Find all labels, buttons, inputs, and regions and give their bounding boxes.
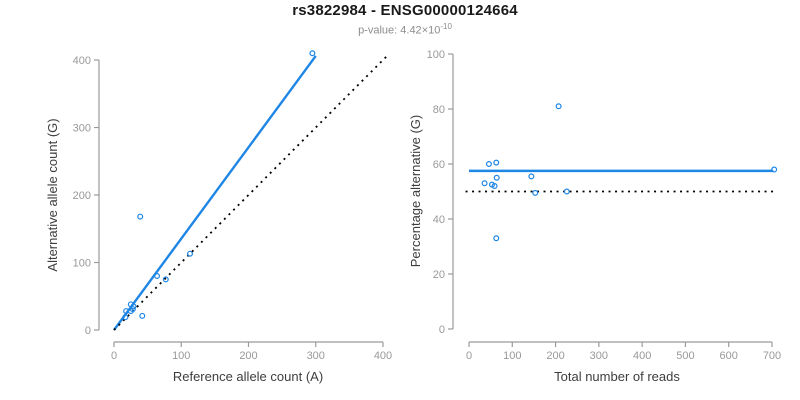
data-point [493,159,500,166]
data-point [563,188,570,195]
x-tick-label: 100 [503,350,521,362]
data-point [771,166,778,173]
percentage-alternative-plot: 0 100 200 300 400 500 600 700 0 20 40 60 80 100 Total … [408,49,781,384]
y-tick-label: 0 [439,324,445,336]
y-tick-label: 40 [433,214,445,226]
x-tick-label: 700 [763,350,781,362]
x-tick-label: 500 [676,350,694,362]
data-point [130,303,137,310]
x-tick-label: 100 [172,350,190,362]
data-point [309,50,316,57]
x-tick-label: 0 [466,350,472,362]
y-tick-label: 400 [73,55,91,67]
x-tick-label: 400 [633,350,651,362]
y-tick-label: 100 [427,49,445,61]
y-tick-label: 60 [433,159,445,171]
identity-line [113,55,388,331]
y-axis-label: Alternative allele count (G) [45,118,60,271]
x-axis-label: Total number of reads [554,369,680,384]
x-tick-label: 0 [111,350,117,362]
y-axis-label: Percentage alternative (G) [408,115,423,267]
x-tick-label: 300 [590,350,608,362]
data-point [528,173,535,180]
x-tick-label: 400 [374,350,392,362]
data-point [122,314,129,321]
allele-counts-plot: 0 100 200 300 400 0 100 200 300 400 Reference alle… [45,50,392,384]
y-tick-label: 200 [73,190,91,202]
data-point [485,161,492,168]
data-point [139,312,146,319]
fit-line [113,55,317,331]
data-point [186,250,193,257]
x-axis-label: Reference allele count (A) [173,369,323,384]
data-point [137,213,144,220]
y-tick-label: 0 [85,325,91,337]
x-tick-label: 300 [307,350,325,362]
y-tick-label: 100 [73,258,91,270]
y-tick-label: 300 [73,123,91,135]
data-point [532,189,539,196]
data-point [481,180,488,187]
data-point [491,183,498,190]
data-point [555,103,562,110]
x-tick-label: 600 [720,350,738,362]
data-point [129,306,136,313]
data-point [154,273,161,280]
y-tick-label: 20 [433,269,445,281]
data-point [493,174,500,181]
x-tick-label: 200 [546,350,564,362]
data-point [162,276,169,283]
y-tick-label: 80 [433,104,445,116]
x-tick-label: 200 [239,350,257,362]
data-point [493,235,500,242]
